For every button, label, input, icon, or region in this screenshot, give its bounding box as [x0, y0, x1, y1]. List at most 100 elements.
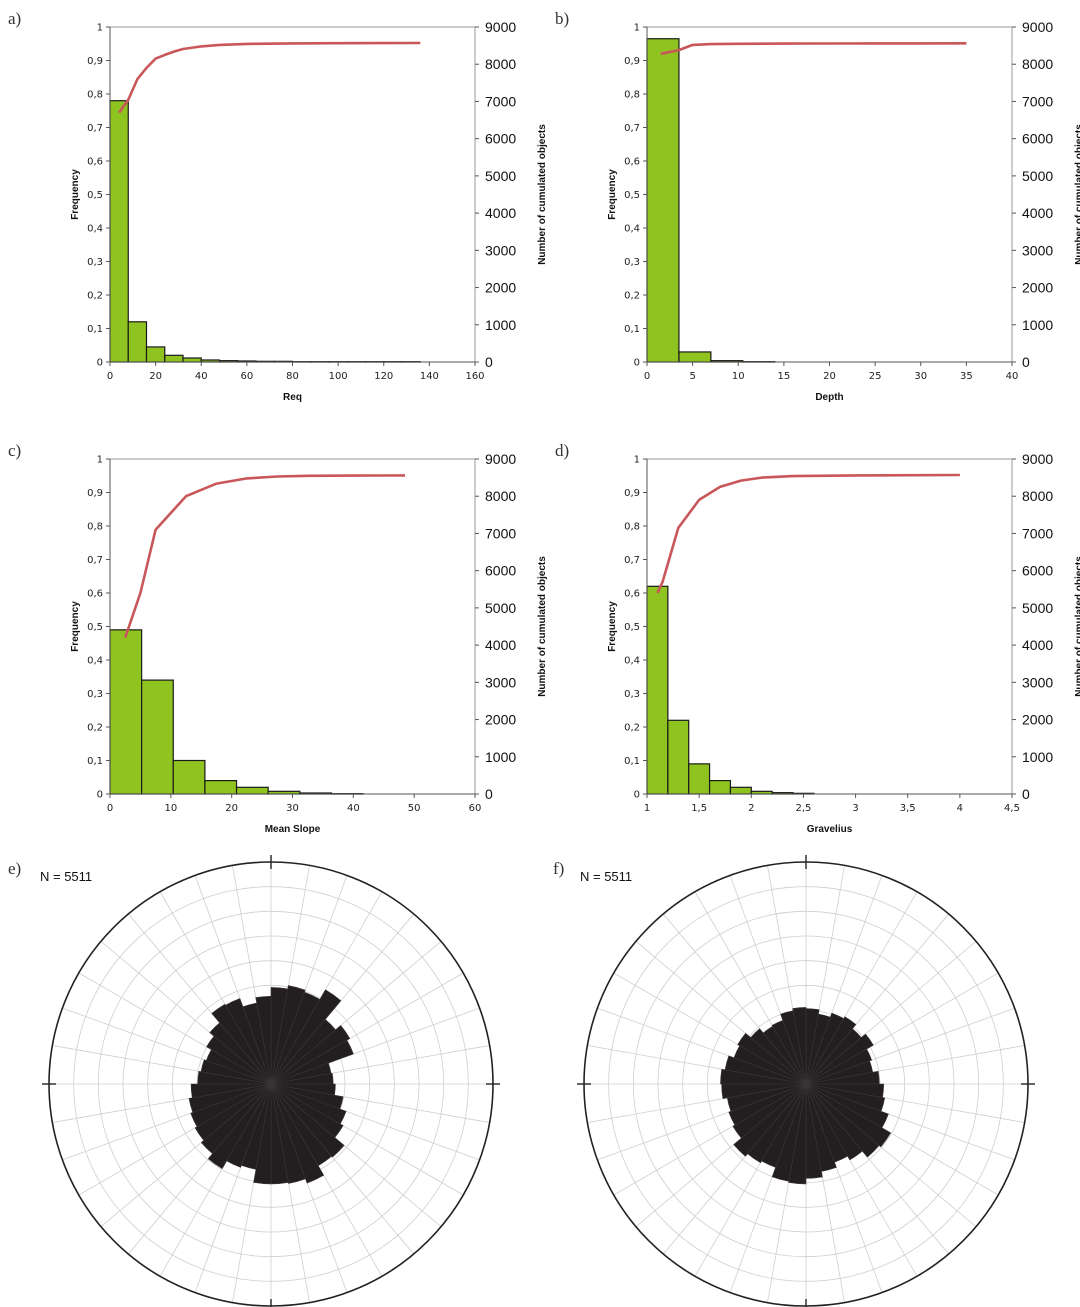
histogram-bar-a — [109, 100, 129, 363]
y2-tick-label-b: 0 — [1022, 354, 1030, 370]
x-tick-label-d: 1 — [644, 803, 650, 814]
y2-tick-label-a: 2000 — [485, 280, 516, 296]
y-tick-label-d: 0,7 — [624, 555, 640, 566]
y-axis-title-a: Frequency — [70, 169, 81, 220]
y-tick-label-a: 0,2 — [87, 291, 103, 302]
histogram-bar-c — [172, 759, 206, 795]
y2-tick-label-a: 9000 — [485, 19, 516, 35]
panel-label-a: a) — [8, 9, 21, 28]
rose-petal-f — [805, 1033, 874, 1085]
y-tick-label-b: 0,2 — [624, 291, 640, 302]
y-tick-label-c: 0,6 — [87, 589, 103, 600]
y-tick-label-b: 0,3 — [624, 257, 640, 268]
y-tick-label-c: 0,1 — [87, 756, 103, 767]
histogram-bar-d — [646, 585, 669, 795]
chart-d: 00,10,20,30,40,50,60,70,80,9101000200030… — [607, 451, 1080, 835]
histogram-bar-d — [667, 719, 690, 795]
y2-tick-label-a: 3000 — [485, 242, 516, 258]
y2-tick-label-b: 2000 — [1022, 280, 1053, 296]
x-tick-label-d: 3 — [852, 803, 858, 814]
y2-tick-label-d: 7000 — [1022, 525, 1053, 541]
y-axis-title-b: Frequency — [607, 169, 618, 220]
x-tick-label-b: 5 — [689, 371, 695, 382]
y-tick-label-d: 0,5 — [624, 622, 640, 633]
y-tick-label-c: 0,3 — [87, 689, 103, 700]
x-tick-label-a: 100 — [329, 371, 348, 382]
rose-petal-e — [270, 989, 342, 1085]
rose-petal-f — [750, 1028, 807, 1085]
rose-count-label-f: N = 5511 — [580, 869, 632, 884]
x-tick-label-b: 0 — [644, 371, 650, 382]
histogram-bar-b — [646, 38, 680, 363]
rose-petal-f — [724, 1055, 807, 1085]
y2-tick-label-d: 1000 — [1022, 749, 1053, 765]
x-tick-label-d: 4 — [957, 803, 963, 814]
y-tick-label-d: 0,3 — [624, 689, 640, 700]
x-tick-label-b: 20 — [823, 371, 836, 382]
histogram-bar-c — [204, 779, 238, 795]
y-tick-label-b: 0 — [634, 358, 640, 369]
y2-tick-label-a: 8000 — [485, 56, 516, 72]
y2-tick-label-d: 4000 — [1022, 637, 1053, 653]
y2-tick-label-b: 3000 — [1022, 242, 1053, 258]
rose-petal-e — [200, 1083, 272, 1155]
rose-petal-e — [270, 1025, 351, 1085]
x-tick-label-a: 160 — [465, 371, 484, 382]
y-tick-label-a: 0 — [97, 358, 103, 369]
y2-tick-label-a: 7000 — [485, 93, 516, 109]
y-tick-label-b: 0,1 — [624, 324, 640, 335]
x-axis-title-d: Gravelius — [807, 824, 853, 835]
x-axis-title-b: Depth — [815, 392, 843, 403]
y-tick-label-d: 0,2 — [624, 723, 640, 734]
y-axis-title-c: Frequency — [70, 601, 81, 652]
x-tick-label-c: 60 — [469, 803, 482, 814]
y2-tick-label-b: 6000 — [1022, 131, 1053, 147]
x-tick-label-a: 80 — [286, 371, 299, 382]
y2-tick-label-a: 0 — [485, 354, 493, 370]
rose-chart-f — [577, 855, 1035, 1307]
y2-axis-title-c: Number of cumulated objects — [537, 556, 548, 697]
x-tick-label-b: 35 — [960, 371, 973, 382]
histogram-bar-d — [708, 779, 732, 795]
rose-petal-e — [270, 1039, 354, 1085]
panel-label-f: f) — [553, 859, 564, 878]
y2-tick-label-d: 6000 — [1022, 563, 1053, 579]
panel-label-e: e) — [8, 859, 21, 878]
rose-petal-e — [194, 1083, 272, 1141]
rose-petal-e — [190, 1083, 272, 1128]
chart-b: 00,10,20,30,40,50,60,70,80,9101000200030… — [607, 19, 1080, 403]
y-tick-label-c: 0,5 — [87, 622, 103, 633]
panel-label-d: d) — [555, 441, 569, 460]
x-tick-label-c: 20 — [225, 803, 238, 814]
histogram-bar-c — [109, 629, 143, 795]
x-tick-label-c: 50 — [408, 803, 421, 814]
plot-frame-b — [646, 26, 1013, 363]
y-tick-label-a: 0,7 — [87, 123, 103, 134]
y2-tick-label-d: 5000 — [1022, 600, 1053, 616]
y2-tick-label-c: 9000 — [485, 451, 516, 467]
rose-petal-e — [211, 1003, 272, 1085]
y2-tick-label-b: 8000 — [1022, 56, 1053, 72]
x-tick-label-d: 3,5 — [900, 803, 916, 814]
rose-petal-f — [805, 1083, 880, 1158]
y2-tick-label-c: 4000 — [485, 637, 516, 653]
rose-petal-f — [732, 1083, 807, 1139]
y2-tick-label-c: 1000 — [485, 749, 516, 765]
x-tick-label-d: 2 — [748, 803, 754, 814]
y2-tick-label-c: 2000 — [485, 712, 516, 728]
rose-petal-f — [771, 1083, 807, 1182]
y-tick-label-a: 0,5 — [87, 190, 103, 201]
rose-chart-e — [42, 855, 500, 1307]
y-tick-label-b: 0,4 — [624, 224, 640, 235]
x-tick-label-c: 10 — [164, 803, 177, 814]
rose-petal-e — [207, 1083, 272, 1170]
y2-tick-label-c: 0 — [485, 786, 493, 802]
y-axis-title-d: Frequency — [607, 601, 618, 652]
y-tick-label-d: 0,1 — [624, 756, 640, 767]
y2-tick-label-d: 8000 — [1022, 488, 1053, 504]
rose-petal-f — [805, 1083, 863, 1161]
y-tick-label-d: 1 — [634, 455, 640, 466]
plot-frame-d — [646, 458, 1013, 795]
x-tick-label-b: 10 — [732, 371, 745, 382]
